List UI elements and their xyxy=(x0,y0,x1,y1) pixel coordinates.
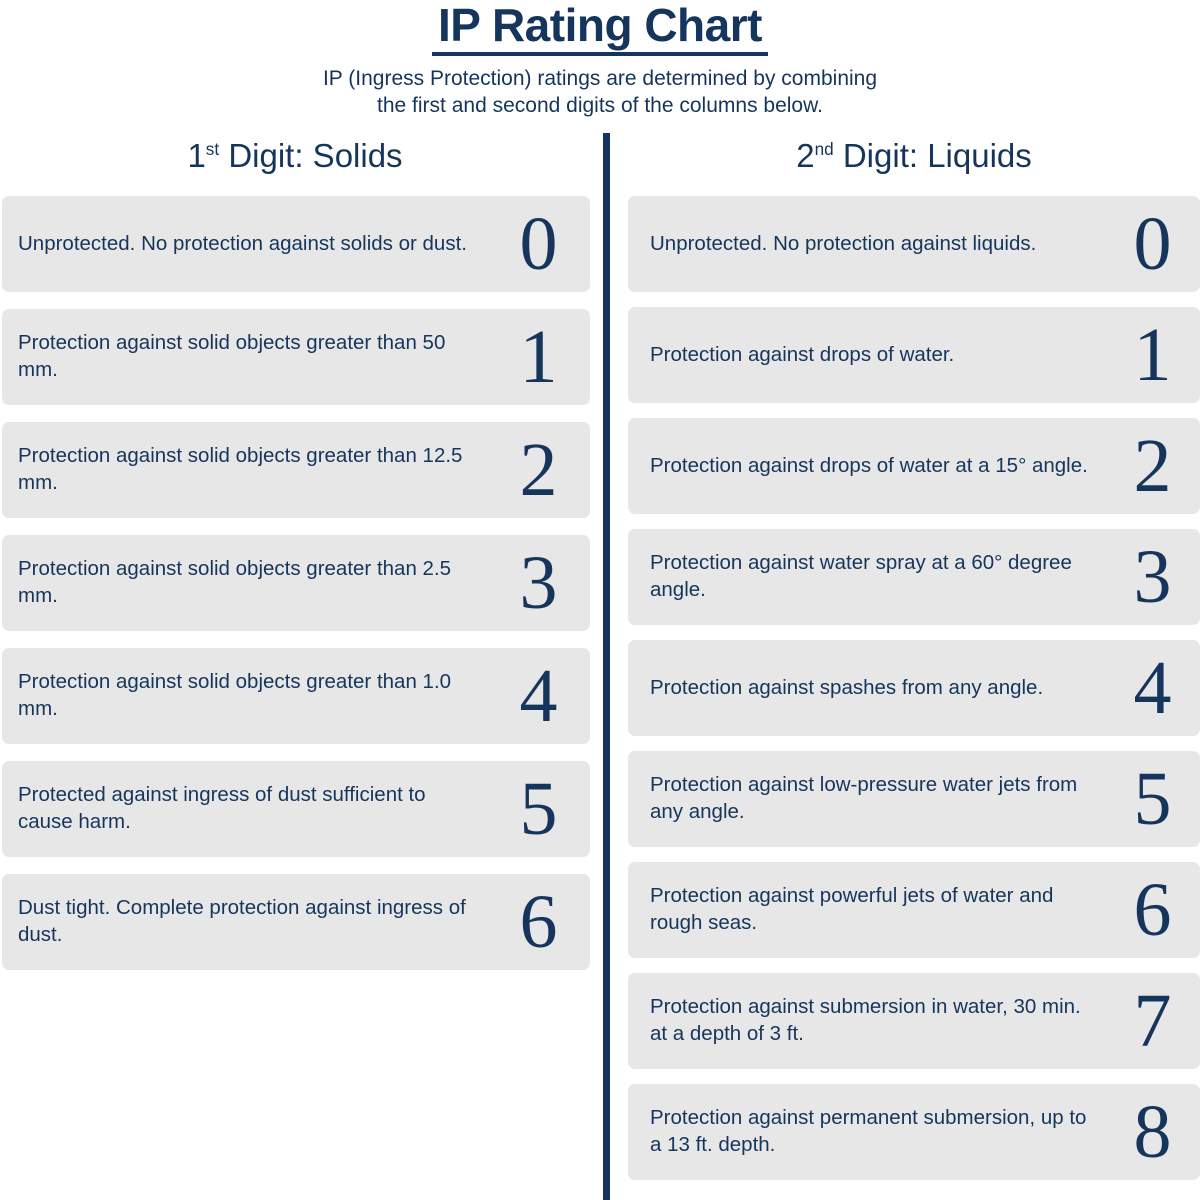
table-row: Protection against permanent submersion,… xyxy=(628,1084,1200,1180)
table-row: Protected against ingress of dust suffic… xyxy=(2,761,590,857)
right-row-description: Protection against water spray at a 60° … xyxy=(650,551,1072,601)
liquids-heading-digit: 2 xyxy=(796,136,815,174)
right-row-digit: 0 xyxy=(1133,201,1172,286)
right-row-description: Unprotected. No protection against liqui… xyxy=(650,231,1037,255)
rating-columns: Unprotected. No protection against solid… xyxy=(0,196,1200,1200)
liquids-heading-ordinal: nd xyxy=(814,138,834,159)
table-row: Protection against solid objects greater… xyxy=(2,648,590,744)
solids-column: Unprotected. No protection against solid… xyxy=(2,196,590,987)
table-row: Protection against solid objects greater… xyxy=(2,422,590,518)
subtitle-line-2: the first and second digits of the colum… xyxy=(377,94,823,118)
table-row: Protection against low-pressure water je… xyxy=(628,751,1200,847)
table-row: Protection against drops of water. 1 xyxy=(628,307,1200,403)
left-row-digit: 3 xyxy=(519,540,558,625)
left-row-digit: 6 xyxy=(519,879,558,964)
right-row-description: Protection against low-pressure water je… xyxy=(650,773,1078,823)
column-heading-solids: 1st Digit: Solids xyxy=(0,137,590,175)
right-row-description: Protection against drops of water. xyxy=(650,342,955,366)
table-row: Protection against water spray at a 60° … xyxy=(628,529,1200,625)
table-row: Protection against submersion in water, … xyxy=(628,973,1200,1069)
page-title: IP Rating Chart xyxy=(432,2,768,56)
right-row-digit: 8 xyxy=(1133,1089,1172,1174)
right-row-digit: 3 xyxy=(1133,534,1172,619)
left-row-digit: 4 xyxy=(519,653,558,738)
table-row: Unprotected. No protection against solid… xyxy=(2,196,590,292)
table-row: Protection against powerful jets of wate… xyxy=(628,862,1200,958)
table-row: Protection against drops of water at a 1… xyxy=(628,418,1200,514)
column-heading-liquids: 2nd Digit: Liquids xyxy=(628,137,1200,175)
solids-heading-label: Digit: Solids xyxy=(219,136,403,174)
table-row: Protection against spashes from any angl… xyxy=(628,640,1200,736)
right-row-digit: 5 xyxy=(1133,756,1172,841)
right-row-digit: 2 xyxy=(1133,423,1172,508)
right-row-digit: 7 xyxy=(1133,978,1172,1063)
chart-header: IP Rating Chart IP (Ingress Protection) … xyxy=(0,0,1200,120)
table-row: Unprotected. No protection against liqui… xyxy=(628,196,1200,292)
right-row-digit: 1 xyxy=(1133,312,1172,397)
column-headings: 1st Digit: Solids 2nd Digit: Liquids xyxy=(0,137,1200,199)
left-row-digit: 5 xyxy=(519,766,558,851)
solids-heading-ordinal: st xyxy=(205,138,220,159)
left-row-digit: 2 xyxy=(519,427,558,512)
solids-heading-digit: 1 xyxy=(187,136,206,174)
table-row: Dust tight. Complete protection against … xyxy=(2,874,590,970)
right-row-description: Protection against submersion in water, … xyxy=(650,995,1081,1045)
left-row-description: Dust tight. Complete protection against … xyxy=(18,896,466,946)
left-row-description: Protection against solid objects greater… xyxy=(18,331,446,381)
right-row-digit: 4 xyxy=(1133,645,1172,730)
left-row-digit: 1 xyxy=(519,314,558,399)
page-subtitle: IP (Ingress Protection) ratings are dete… xyxy=(0,65,1200,120)
subtitle-line-1: IP (Ingress Protection) ratings are dete… xyxy=(322,67,878,90)
column-divider xyxy=(603,133,610,1200)
right-row-description: Protection against drops of water at a 1… xyxy=(650,453,1088,477)
left-row-digit: 0 xyxy=(519,201,558,286)
table-row: Protection against solid objects greater… xyxy=(2,535,590,631)
liquids-column: Unprotected. No protection against liqui… xyxy=(628,196,1200,1195)
right-row-digit: 6 xyxy=(1133,867,1172,952)
right-row-description: Protection against powerful jets of wate… xyxy=(650,884,1054,934)
left-row-description: Protected against ingress of dust suffic… xyxy=(18,783,426,833)
left-row-description: Protection against solid objects greater… xyxy=(18,557,452,607)
liquids-heading-label: Digit: Liquids xyxy=(833,136,1032,174)
right-row-description: Protection against permanent submersion,… xyxy=(650,1106,1087,1156)
left-row-description: Unprotected. No protection against solid… xyxy=(18,231,467,255)
table-row: Protection against solid objects greater… xyxy=(2,309,590,405)
left-row-description: Protection against solid objects greater… xyxy=(18,444,463,494)
right-row-description: Protection against spashes from any angl… xyxy=(650,675,1044,699)
left-row-description: Protection against solid objects greater… xyxy=(18,670,452,720)
